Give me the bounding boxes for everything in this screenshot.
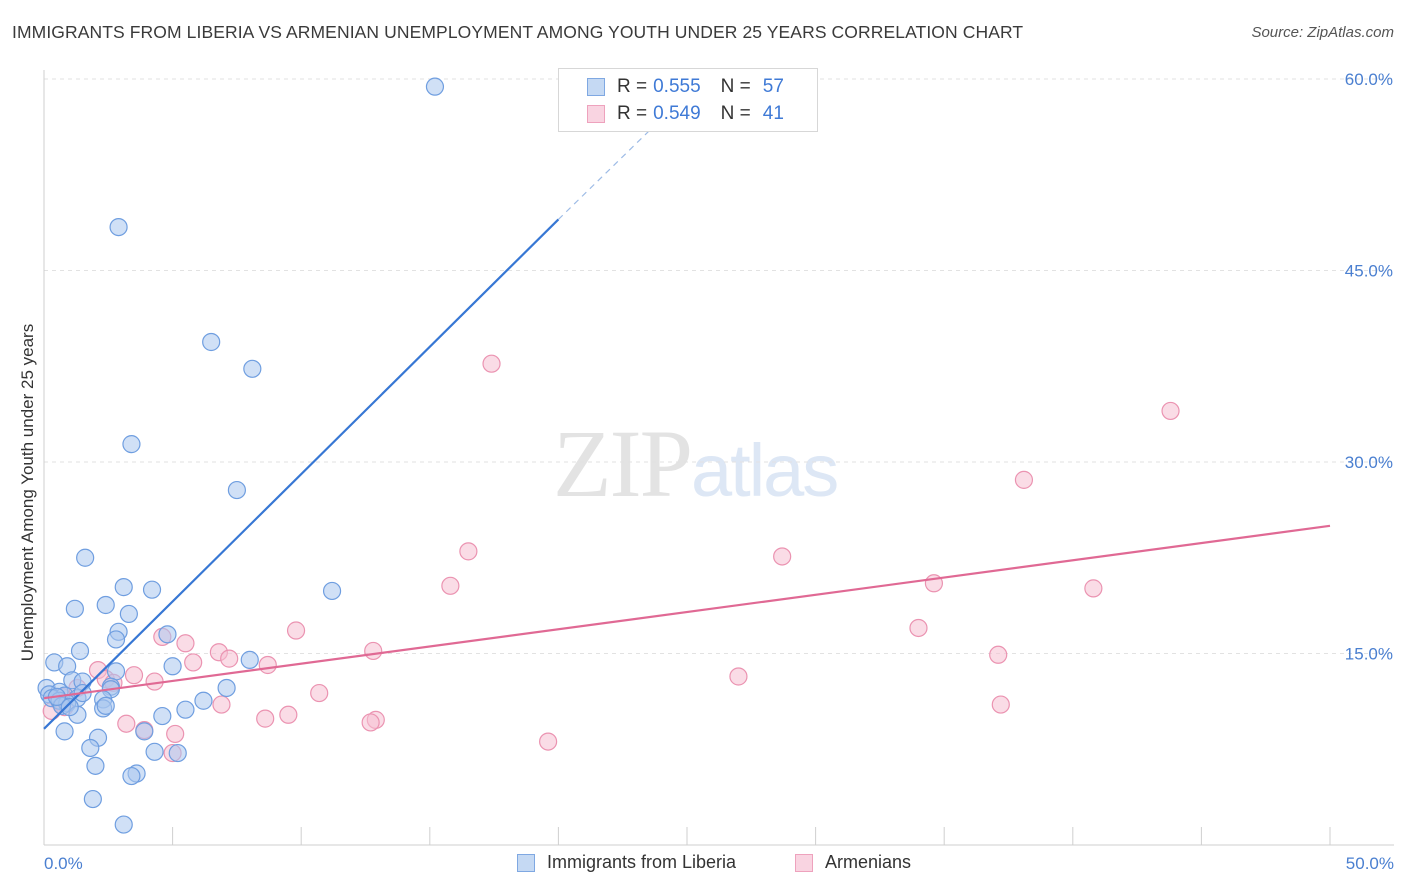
liberia-point [425, 77, 445, 96]
armenian-point [256, 709, 275, 728]
armenian-point [220, 649, 239, 668]
watermark-zip: ZIP [553, 410, 693, 517]
armenian-point [1014, 470, 1034, 489]
armenian-point [361, 713, 380, 732]
series-legend-armenians[interactable]: Armenians [795, 852, 911, 873]
legend-r-value: 0.549 [653, 103, 701, 124]
legend-r-label: R = [617, 76, 648, 97]
armenian-point [364, 641, 383, 661]
legend-n-label: N = [720, 76, 751, 97]
armenian-point [286, 621, 306, 640]
watermark-atlas: atlas [691, 429, 839, 512]
liberia-point [76, 548, 95, 567]
armenian-point [991, 695, 1010, 714]
legend-n-label: N = [720, 103, 751, 124]
liberia-point [83, 789, 102, 809]
liberia-point [70, 641, 90, 661]
y-tick-label: 15.0% [1345, 645, 1393, 664]
armenian-point [441, 576, 460, 595]
legend-r-label: R = [617, 103, 648, 124]
legend-swatch-liberia [587, 78, 605, 96]
armenian-point [184, 653, 203, 672]
series-label-armenians: Armenians [825, 852, 912, 872]
armenian-point [258, 655, 277, 675]
armenian-trendline [43, 524, 1331, 700]
armenian-point [539, 732, 558, 751]
liberia-point [135, 722, 154, 741]
legend-r-value: 0.555 [653, 76, 701, 97]
liberia-point [168, 743, 187, 763]
armenian-point [989, 645, 1008, 664]
x-tick-label-max: 50.0% [1346, 854, 1394, 873]
liberia-point [122, 766, 141, 786]
series-label-liberia: Immigrants from Liberia [547, 852, 737, 872]
series-legend: Immigrants from Liberia Armenians [0, 852, 1406, 876]
liberia-point [106, 662, 126, 681]
legend-swatch-armenians [587, 105, 605, 123]
legend-n-value: 57 [762, 76, 784, 97]
liberia-point [158, 625, 177, 644]
liberia-point [163, 657, 182, 676]
liberia-point [145, 742, 164, 761]
liberia-point [240, 650, 259, 669]
series-legend-liberia[interactable]: Immigrants from Liberia [517, 852, 736, 873]
liberia-point [322, 581, 342, 601]
armenian-point [1161, 401, 1180, 421]
liberia-point [60, 698, 79, 717]
liberia-point [81, 738, 100, 758]
armenian-point [459, 542, 478, 561]
liberia-point [114, 815, 133, 834]
liberia-point [227, 480, 246, 500]
liberia-point [176, 700, 195, 719]
liberia-point [96, 696, 115, 715]
liberia-point [142, 580, 162, 599]
legend-row-armenians: R = 0.549 N = 41 [587, 102, 784, 126]
armenian-point [117, 714, 136, 733]
legend-n-value: 41 [762, 103, 784, 124]
liberia-point [122, 435, 141, 454]
source-credit: Source: ZipAtlas.com [1251, 24, 1394, 41]
liberia-point [86, 756, 105, 775]
liberia-point [109, 217, 128, 237]
liberia-point [119, 604, 138, 624]
y-tick-label: 30.0% [1345, 453, 1393, 472]
series-swatch-liberia [517, 853, 535, 872]
armenian-point [166, 724, 185, 744]
armenian-point [279, 705, 298, 724]
armenian-point [773, 547, 792, 566]
armenian-point [909, 618, 928, 638]
liberia-point [55, 722, 74, 741]
correlation-legend: R = 0.555 N = 57 R = 0.549 N = 41 [558, 68, 818, 132]
armenian-point [176, 634, 195, 653]
liberia-trendline [43, 218, 560, 730]
liberia-point [202, 332, 221, 352]
y-axis-label: Unemployment Among Youth under 25 years [18, 324, 37, 661]
chart-title: IMMIGRANTS FROM LIBERIA VS ARMENIAN UNEM… [12, 22, 1024, 42]
watermark: ZIPatlas [553, 408, 839, 519]
armenian-point [1084, 579, 1103, 598]
armenian-point [482, 354, 501, 373]
liberia-point [194, 691, 213, 710]
y-tick-label: 60.0% [1345, 70, 1393, 89]
x-tick-label-min: 0.0% [44, 854, 83, 873]
legend-row-liberia: R = 0.555 N = 57 [587, 75, 784, 99]
liberia-point [96, 595, 115, 615]
liberia-point [114, 578, 133, 597]
armenian-point [729, 667, 748, 686]
armenian-point [124, 666, 144, 685]
liberia-point [65, 599, 84, 618]
liberia-point [243, 359, 262, 378]
liberia-point [217, 678, 236, 698]
liberia-point [153, 706, 172, 726]
series-swatch-armenians [795, 853, 813, 872]
armenian-point [212, 695, 231, 714]
armenian-point [310, 683, 329, 703]
y-tick-label: 45.0% [1345, 262, 1393, 281]
liberia-point [106, 630, 126, 649]
